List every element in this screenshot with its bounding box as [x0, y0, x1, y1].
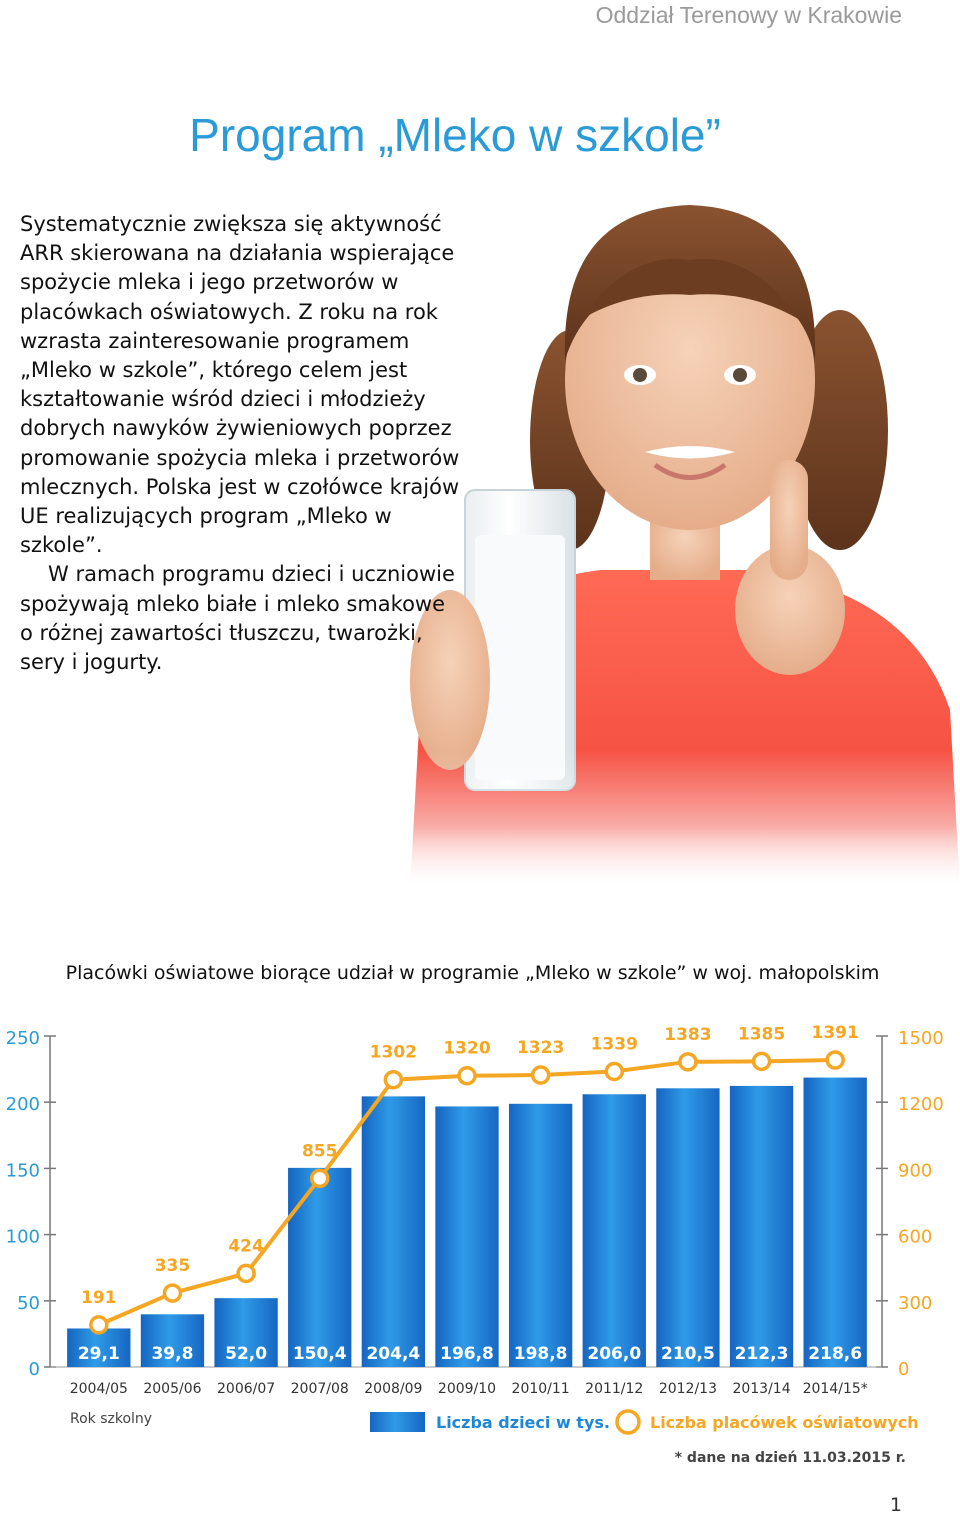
schools-children-chart: 0 50 100 150 200 250 0 300 600 900 1200 1500 29,1 20… [6, 1023, 944, 1466]
girl-with-milk-photo [390, 205, 960, 890]
line-value-label: 1385 [738, 1024, 785, 1044]
chart-bar [729, 1085, 794, 1367]
legend-bar-swatch [370, 1412, 425, 1432]
line-value-label: 1391 [812, 1023, 859, 1043]
chart-bar [803, 1077, 867, 1367]
right-axis-tick-label: 300 [898, 1293, 932, 1314]
line-value-label: 191 [81, 1288, 117, 1308]
line-value-label: 424 [228, 1236, 264, 1256]
right-axis-tick-label: 900 [898, 1160, 932, 1181]
x-tick-label: 2009/10 [438, 1381, 496, 1397]
line-point [678, 1052, 698, 1072]
chart-bar [435, 1106, 499, 1367]
chart-bar [140, 1314, 205, 1367]
left-axis-tick-label: 100 [6, 1227, 40, 1248]
legend-bar-label: Liczba dzieci w tys. [436, 1413, 610, 1432]
chart-bar [582, 1094, 646, 1367]
chart-bar [656, 1088, 720, 1367]
line-point [383, 1069, 404, 1090]
x-tick-label: 2010/11 [512, 1381, 570, 1397]
page-title: Program „Mleko w szkole” [189, 109, 721, 161]
chart-bar [361, 1096, 426, 1367]
right-axis-tick-label: 1500 [898, 1028, 944, 1049]
chart-bar [508, 1103, 573, 1367]
bar-value-label: 29,1 [78, 1344, 120, 1364]
bar-value-label: 206,0 [587, 1344, 641, 1364]
bar-value-label: 198,8 [514, 1344, 568, 1364]
chart-bar [67, 1328, 131, 1367]
article-body: Systematycznie zwiększa się aktywność AR… [20, 210, 460, 677]
line-point [604, 1061, 625, 1082]
line-value-label: 335 [155, 1256, 191, 1276]
line-point [162, 1283, 183, 1303]
x-tick-label: 2005/06 [143, 1381, 201, 1397]
line-value-label: 1323 [517, 1038, 564, 1058]
x-tick-label: 2006/07 [217, 1381, 275, 1397]
article-paragraph-2: W ramach programu dzieci i uczniowie spo… [20, 562, 455, 675]
bar-value-label: 212,3 [735, 1344, 789, 1364]
chart-footnote: * dane na dzień 11.03.2015 r. [675, 1450, 906, 1466]
right-axis-tick-label: 0 [898, 1359, 909, 1380]
chart-title: Placówki oświatowe biorące udział w prog… [65, 962, 880, 984]
bar-value-label: 210,5 [661, 1344, 715, 1364]
line-value-label: 855 [302, 1141, 338, 1161]
line-point [236, 1263, 256, 1284]
chart-bar [214, 1298, 278, 1367]
left-axis-tick-label: 200 [6, 1094, 40, 1115]
right-axis-tick-label: 600 [898, 1227, 932, 1248]
office-header: Oddział Terenowy w Krakowie [595, 2, 902, 28]
x-tick-label: 2011/12 [585, 1381, 643, 1397]
legend-line-swatch [615, 1409, 641, 1435]
x-tick-label: 2013/14 [732, 1381, 790, 1397]
line-value-label: 1383 [664, 1025, 711, 1045]
line-value-label: 1302 [370, 1043, 417, 1063]
right-axis-tick-label: 1200 [898, 1094, 944, 1115]
chart-bar [288, 1167, 352, 1367]
left-axis-tick-label: 250 [6, 1028, 40, 1049]
line-point [751, 1051, 772, 1072]
bar-value-label: 218,6 [808, 1344, 862, 1364]
bar-value-label: 196,8 [440, 1344, 494, 1364]
bar-value-label: 39,8 [151, 1344, 193, 1364]
left-axis-tick-label: 0 [29, 1359, 40, 1380]
x-tick-label: 2007/08 [291, 1381, 349, 1397]
bar-value-label: 204,4 [366, 1344, 420, 1364]
line-point [825, 1050, 845, 1070]
line-value-label: 1339 [591, 1035, 638, 1055]
page-number: 1 [889, 1494, 902, 1516]
x-tick-label: 2008/09 [364, 1381, 422, 1397]
line-value-label: 1320 [443, 1039, 490, 1059]
x-tick-label: 2012/13 [659, 1381, 717, 1397]
line-point [530, 1065, 551, 1085]
legend-line-label: Liczba placówek oświatowych [650, 1413, 919, 1432]
x-tick-label: 2014/15* [803, 1381, 868, 1397]
left-axis-tick-label: 50 [17, 1293, 40, 1314]
line-point [89, 1315, 109, 1335]
bar-value-label: 52,0 [225, 1344, 267, 1364]
line-point [309, 1168, 330, 1189]
x-tick-label: 2004/05 [70, 1381, 128, 1397]
x-axis-title: Rok szkolny [70, 1411, 152, 1427]
bar-value-label: 150,4 [293, 1344, 347, 1364]
article-paragraph-1: Systematycznie zwiększa się aktywność AR… [20, 212, 460, 558]
left-axis-tick-label: 150 [6, 1160, 40, 1181]
line-point [457, 1065, 477, 1086]
